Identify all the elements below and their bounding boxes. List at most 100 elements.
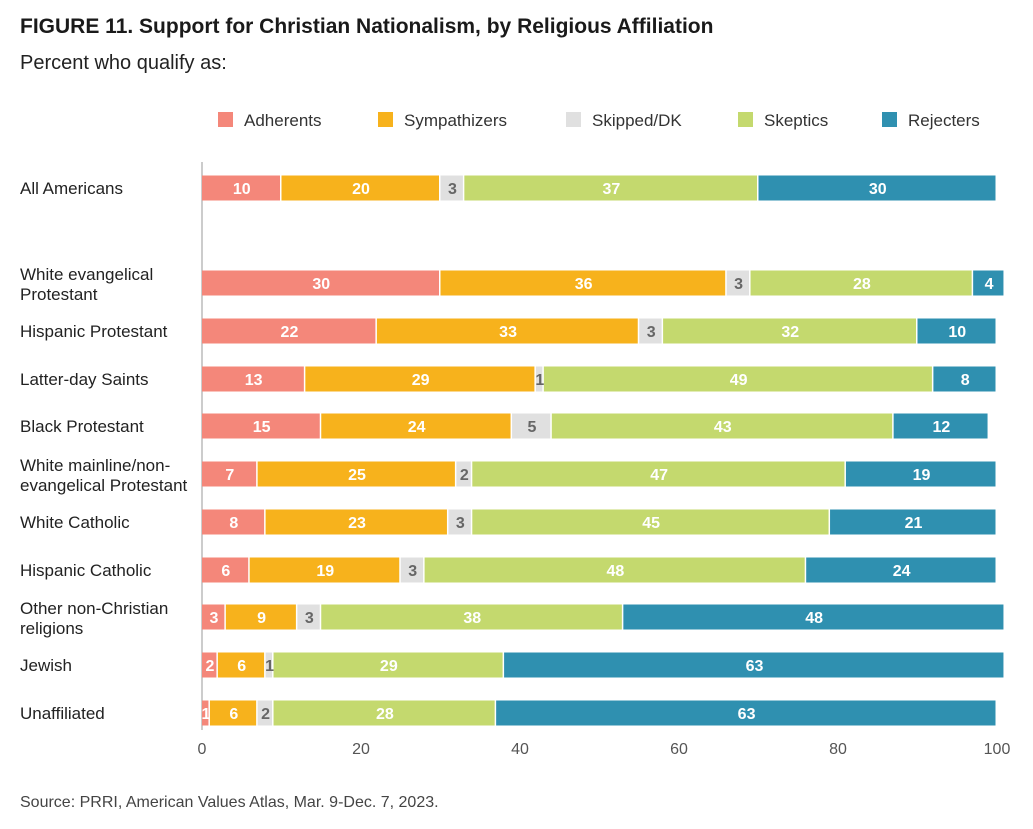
bar-skipped-dk [297, 604, 320, 630]
bar-skeptics [551, 413, 893, 439]
bar-value-label: 8 [961, 372, 970, 389]
bar-value-label: 24 [408, 419, 426, 436]
bar-value-label: 28 [853, 276, 871, 293]
bar-value-label: 1 [202, 706, 211, 723]
bar-value-label: 30 [312, 276, 330, 293]
bar-skeptics [273, 652, 503, 678]
bar-sympathizers [376, 318, 638, 344]
bar-value-label: 1 [265, 658, 274, 675]
legend-item-sympathizers: Sympathizers [378, 111, 507, 130]
bar-skipped-dk [456, 461, 471, 487]
bar-rejecters [933, 366, 996, 392]
source-note: Source: PRRI, American Values Atlas, Mar… [20, 794, 439, 811]
bar-value-label: 3 [734, 276, 743, 293]
bar-value-label: 63 [738, 706, 756, 723]
bar-value-label: 22 [281, 324, 299, 341]
bar-value-label: 10 [948, 324, 966, 341]
legend-swatch [378, 112, 393, 127]
bar-value-label: 2 [261, 706, 270, 723]
x-tick-label: 0 [198, 741, 207, 758]
bar-value-label: 36 [575, 276, 593, 293]
bar-sympathizers [440, 270, 726, 296]
bar-value-label: 8 [229, 515, 238, 532]
bar-value-label: 25 [348, 467, 366, 484]
bar-skeptics [472, 461, 845, 487]
bar-sympathizers [321, 413, 511, 439]
bar-sympathizers [305, 366, 535, 392]
bar-value-label: 3 [209, 610, 218, 627]
bar-skeptics [543, 366, 932, 392]
bar-value-label: 49 [730, 372, 748, 389]
bar-skeptics [321, 604, 622, 630]
bar-value-label: 33 [499, 324, 517, 341]
category-label: Hispanic Catholic [20, 561, 152, 580]
bar-value-label: 29 [412, 372, 430, 389]
bar-value-label: 3 [647, 324, 656, 341]
bar-sympathizers [209, 700, 257, 726]
category-label: White evangelical Protestant [20, 265, 153, 304]
category-label: White mainline/non-evangelical Protestan… [20, 456, 188, 495]
bar-value-label: 1 [535, 372, 544, 389]
bar-skipped-dk [265, 652, 273, 678]
bar-adherents [202, 318, 376, 344]
bar-skeptics [464, 175, 757, 201]
bar-value-label: 43 [714, 419, 732, 436]
bar-rejecters [504, 652, 1004, 678]
legend-label: Skipped/DK [592, 111, 682, 130]
bar-value-label: 29 [380, 658, 398, 675]
bar-value-label: 3 [408, 563, 417, 580]
bar-adherents [202, 509, 265, 535]
bar-skeptics [750, 270, 972, 296]
bar-value-label: 3 [305, 610, 314, 627]
legend-label: Sympathizers [404, 111, 507, 130]
bar-value-label: 21 [905, 515, 923, 532]
bar-sympathizers [217, 652, 265, 678]
legend-label: Rejecters [908, 111, 980, 130]
bar-value-label: 3 [448, 181, 457, 198]
bar-skipped-dk [535, 366, 543, 392]
bar-value-label: 24 [893, 563, 911, 580]
legend-item-skeptics: Skeptics [738, 111, 828, 130]
category-label: Other non-Christian religions [20, 599, 168, 638]
bar-sympathizers [265, 509, 447, 535]
legend-label: Skeptics [764, 111, 828, 130]
category-label: Unaffiliated [20, 704, 105, 723]
x-tick-label: 20 [352, 741, 370, 758]
category-label: White Catholic [20, 513, 130, 532]
bar-rejecters [830, 509, 996, 535]
bar-value-label: 19 [316, 563, 334, 580]
bar-value-label: 2 [460, 467, 469, 484]
bar-adherents [202, 175, 280, 201]
bar-rejecters [973, 270, 1004, 296]
x-tick-label: 60 [670, 741, 688, 758]
bar-adherents [202, 652, 217, 678]
bar-sympathizers [249, 557, 400, 583]
chart-title: FIGURE 11. Support for Christian Nationa… [20, 15, 714, 38]
bar-value-label: 45 [642, 515, 660, 532]
bar-sympathizers [257, 461, 455, 487]
bar-value-label: 3 [456, 515, 465, 532]
bar-skeptics [424, 557, 805, 583]
bar-value-label: 4 [985, 276, 994, 293]
bar-adherents [202, 700, 209, 726]
legend-label: Adherents [244, 111, 322, 130]
bar-value-label: 19 [913, 467, 931, 484]
bar-value-label: 6 [221, 563, 230, 580]
bar-value-label: 12 [932, 419, 950, 436]
bar-skipped-dk [257, 700, 273, 726]
bar-value-label: 15 [253, 419, 271, 436]
bar-value-label: 32 [781, 324, 799, 341]
category-label: All Americans [20, 179, 123, 198]
legend-swatch [738, 112, 753, 127]
category-label: Jewish [20, 656, 72, 675]
bar-value-label: 2 [205, 658, 214, 675]
bar-skipped-dk [639, 318, 662, 344]
bar-value-label: 13 [245, 372, 263, 389]
bar-adherents [202, 413, 320, 439]
bar-value-label: 9 [257, 610, 266, 627]
bar-skipped-dk [440, 175, 463, 201]
bar-skeptics [273, 700, 495, 726]
bar-value-label: 37 [603, 181, 621, 198]
category-label: Black Protestant [20, 417, 144, 436]
